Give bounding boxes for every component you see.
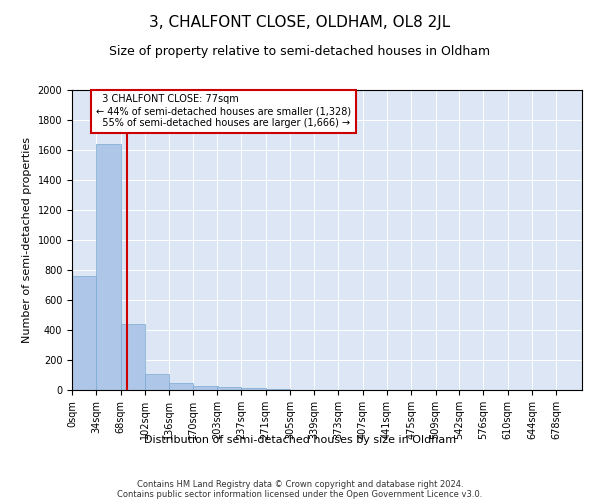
Bar (121, 324, 145, 390)
Bar (169, 383, 193, 390)
Text: Distribution of semi-detached houses by size in Oldham: Distribution of semi-detached houses by … (144, 435, 456, 445)
Bar (72, 276, 96, 390)
Text: 3, CHALFONT CLOSE, OLDHAM, OL8 2JL: 3, CHALFONT CLOSE, OLDHAM, OL8 2JL (149, 15, 451, 30)
Bar (266, 388, 290, 390)
Bar (145, 374, 169, 390)
Text: 3 CHALFONT CLOSE: 77sqm
← 44% of semi-detached houses are smaller (1,328)
  55% : 3 CHALFONT CLOSE: 77sqm ← 44% of semi-de… (96, 94, 352, 128)
Text: Size of property relative to semi-detached houses in Oldham: Size of property relative to semi-detach… (109, 45, 491, 58)
Bar (96, 144, 121, 390)
Bar (241, 388, 266, 390)
Bar (193, 386, 218, 390)
Text: Contains HM Land Registry data © Crown copyright and database right 2024.
Contai: Contains HM Land Registry data © Crown c… (118, 480, 482, 500)
Y-axis label: Number of semi-detached properties: Number of semi-detached properties (22, 137, 32, 343)
Bar (217, 388, 241, 390)
